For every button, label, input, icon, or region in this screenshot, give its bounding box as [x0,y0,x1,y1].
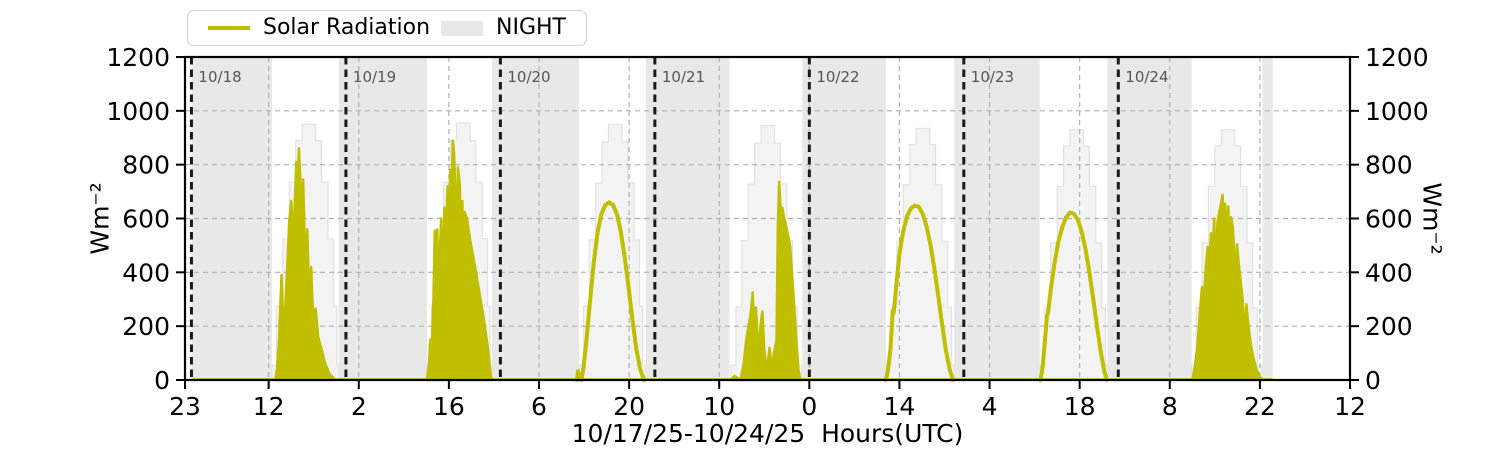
y-tick-label-left: 400 [122,258,170,287]
x-tick-label: 8 [1162,392,1178,421]
day-label: 10/18 [198,68,241,86]
y-tick-label-left: 600 [122,205,170,234]
y-tick-label-right: 0 [1365,366,1381,395]
y-tick-label-right: 800 [1365,151,1413,180]
x-tick-label: 20 [613,392,645,421]
solar-radiation-day-filled [425,139,493,382]
y-tick-label-left: 1200 [106,43,170,72]
night-region [645,57,730,380]
night-patch-swatch [441,20,484,36]
y-tick-label-right: 200 [1365,312,1413,341]
y-tick-label-right: 600 [1365,205,1413,234]
y-tick-label-right: 1000 [1365,97,1429,126]
clear-sky-step-curve [1039,129,1108,381]
day-label: 10/19 [353,68,396,86]
x-tick-label: 16 [433,392,465,421]
day-label: 10/23 [971,68,1014,86]
y-axis-label-right: Wm⁻² [1417,182,1447,255]
y-tick-label-left: 200 [122,312,170,341]
x-tick-label: 18 [1064,392,1096,421]
clear-sky-step-curve [885,127,955,381]
solar-radiation-day-line [1038,210,1109,382]
solar-radiation-day-filled [728,180,802,382]
x-tick-label: 23 [169,392,201,421]
solar-radiation-day-filled [273,147,337,382]
day-label: 10/22 [816,68,859,86]
day-label: 10/20 [507,68,550,86]
legend-item-night: NIGHT [441,17,566,39]
x-tick-label: 6 [531,392,547,421]
day-label: 10/21 [662,68,705,86]
solar-radiation-day-line [883,203,955,382]
solar-radiation-day-line [574,200,646,382]
solar-radiation-line-swatch [208,26,250,30]
day-label: 10/24 [1125,68,1168,86]
x-tick-label: 0 [801,392,817,421]
y-axis-label-left: Wm⁻² [85,182,115,255]
solar-radiation-day-filled [1191,193,1264,382]
x-tick-label: 2 [351,392,367,421]
legend-label-solar-radiation: Solar Radiation [263,15,431,40]
y-tick-label-right: 1200 [1365,43,1429,72]
day-boundary-lines: 10/18 10/19 10/20 10/21 10/22 10/23 10/24 [189,57,1169,380]
y-tick-label-left: 1000 [106,97,170,126]
x-tick-label: 4 [982,392,998,421]
x-tick-label: 14 [884,392,916,421]
legend: Solar Radiation NIGHT [187,10,587,46]
legend-item-solar-radiation: Solar Radiation [208,17,430,39]
legend-label-night: NIGHT [496,15,566,40]
y-tick-label-left: 800 [122,151,170,180]
x-axis-label: 10/17/25-10/24/25 Hours(UTC) [571,419,964,448]
x-tick-label: 10 [703,392,735,421]
y-tick-label-right: 400 [1365,258,1413,287]
y-tick-label-left: 0 [154,366,170,395]
x-tick-label: 22 [1244,392,1276,421]
night-shading-regions [192,57,1273,380]
x-tick-label: 12 [1334,392,1366,421]
x-tick-label: 12 [253,392,285,421]
